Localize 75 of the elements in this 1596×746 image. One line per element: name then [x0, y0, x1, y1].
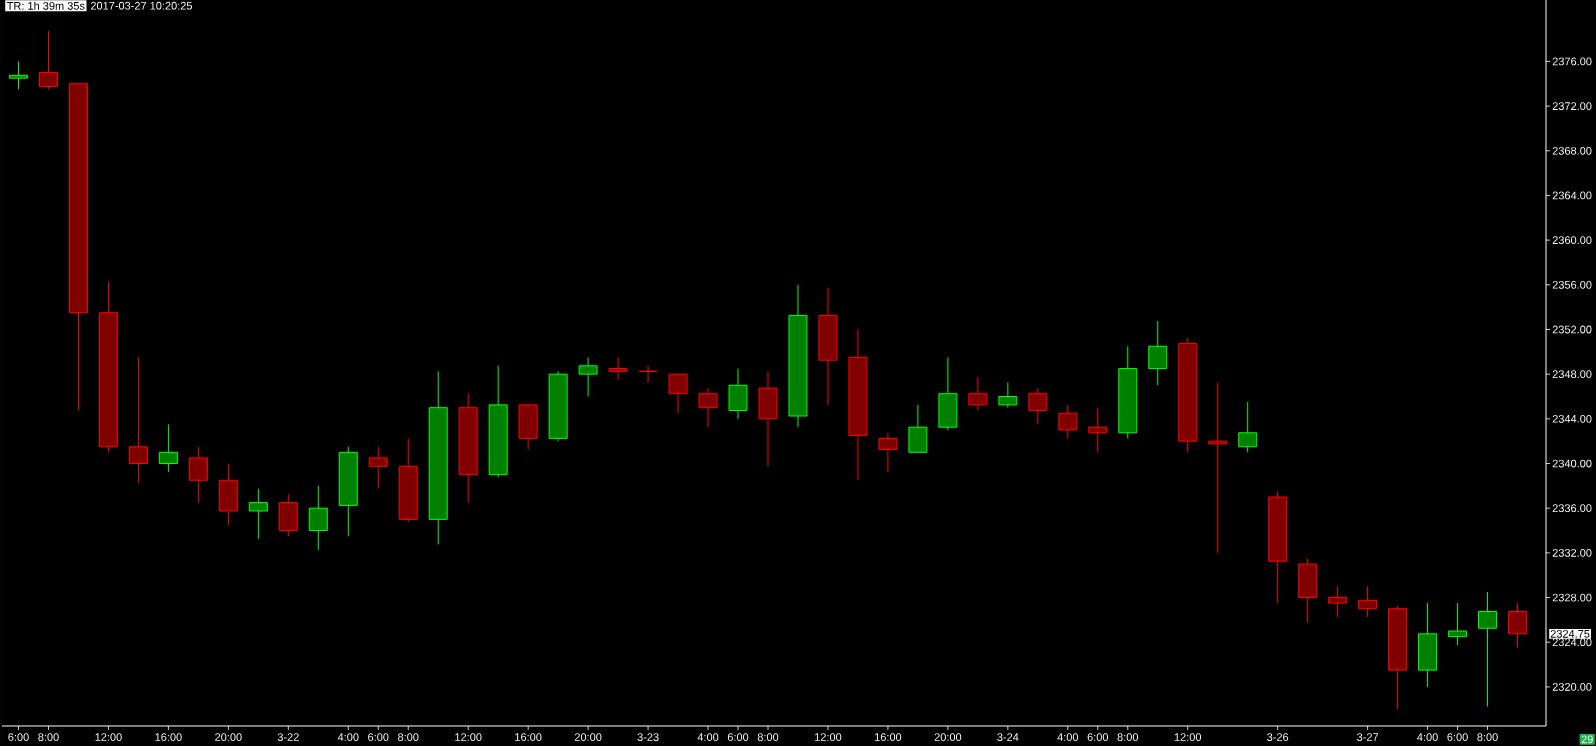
candlestick	[998, 382, 1018, 409]
x-tick-label: 4:00	[697, 733, 719, 741]
x-tick-label: 6:00	[8, 733, 29, 741]
candlestick	[698, 387, 718, 428]
x-tick-label: 4:00	[337, 733, 359, 741]
x-tick-label: 16:00	[515, 733, 542, 741]
candlestick	[1358, 585, 1378, 618]
text: 29	[1581, 735, 1593, 744]
y-tick-label: 2328.00	[1552, 593, 1592, 602]
candlestick	[368, 446, 388, 490]
candlestick	[608, 356, 628, 381]
y-tick-label: 2320.00	[1552, 683, 1592, 691]
x-tick-label: 12:00	[1174, 733, 1202, 741]
x-tick-label: 8:00	[1117, 733, 1139, 741]
candlestick	[878, 432, 898, 473]
candlestick	[1028, 387, 1048, 425]
candlestick	[248, 488, 268, 540]
candlestick	[1478, 591, 1498, 707]
x-tick-label: 3-27	[1357, 733, 1379, 741]
candlestick	[1058, 404, 1078, 439]
candlestick	[1328, 585, 1348, 618]
x-tick-label: 8:00	[757, 733, 779, 741]
candlestick	[1508, 602, 1528, 649]
candlestick	[638, 365, 658, 384]
x-tick-label: 12:00	[455, 733, 482, 741]
x-tick-label: 3-23	[637, 733, 659, 741]
candlestick	[158, 423, 178, 473]
x-tick-label: 8:00	[1477, 733, 1498, 741]
candlestick	[9, 60, 28, 90]
y-tick-label: 2372.00	[1552, 102, 1592, 110]
y-tick-label: 2364.00	[1552, 191, 1592, 200]
x-tick-label: 6:00	[727, 733, 749, 741]
x-tick-label: 16:00	[875, 733, 902, 741]
x-tick-label: 20:00	[934, 733, 962, 741]
candlestick	[578, 356, 598, 397]
annotation: TR: 1h 39m 35s	[6, 1, 85, 10]
x-tick-label: 12:00	[815, 733, 842, 741]
candlestick	[1148, 320, 1168, 386]
x-tick-label: 4:00	[1057, 733, 1079, 741]
y-tick-label: 2356.00	[1552, 280, 1592, 289]
x-tick-label: 20:00	[574, 733, 602, 741]
y-tick-label: 2360.00	[1552, 236, 1592, 245]
x-tick-label: 3-26	[1267, 733, 1289, 741]
y-tick-label: 2336.00	[1552, 504, 1592, 513]
candlestick	[668, 373, 688, 414]
candlestick	[1448, 602, 1468, 646]
x-tick-label: 3-24	[997, 733, 1019, 741]
y-tick-label: 2344.00	[1552, 414, 1592, 423]
y-tick-label: 2340.00	[1552, 459, 1592, 468]
x-tick-label: 12:00	[95, 733, 122, 741]
candlestick	[188, 446, 208, 504]
x-tick-label: 8:00	[398, 733, 419, 741]
x-tick-label: 6:00	[1087, 733, 1109, 741]
x-tick-label: 8:00	[38, 733, 59, 741]
annotation: 2017-03-27 10:20:25	[90, 1, 193, 10]
candlestick	[308, 485, 328, 551]
x-tick-label: 20:00	[215, 733, 242, 741]
y-tick-label: 2332.00	[1552, 548, 1592, 557]
candlestick	[128, 356, 148, 484]
x-tick-label: 6:00	[368, 733, 389, 741]
x-tick-label: 16:00	[155, 733, 182, 741]
candlestick	[38, 30, 58, 90]
y-tick-label: 2348.00	[1552, 370, 1592, 379]
x-tick-label: 3-22	[277, 733, 299, 741]
x-tick-label: 4:00	[1417, 733, 1438, 741]
y-tick-label: 2352.00	[1552, 325, 1592, 334]
candlestick	[968, 376, 988, 411]
text: 2324.75	[1550, 629, 1590, 638]
candlestick	[1238, 401, 1258, 453]
candlestick	[1208, 382, 1228, 554]
y-tick-label: 2368.00	[1552, 146, 1592, 155]
y-tick-label: 2376.00	[1552, 57, 1592, 66]
candlestick	[1088, 407, 1108, 453]
x-tick-label: 6:00	[1447, 733, 1468, 741]
y-tick-label: 2324.00	[1552, 638, 1592, 647]
